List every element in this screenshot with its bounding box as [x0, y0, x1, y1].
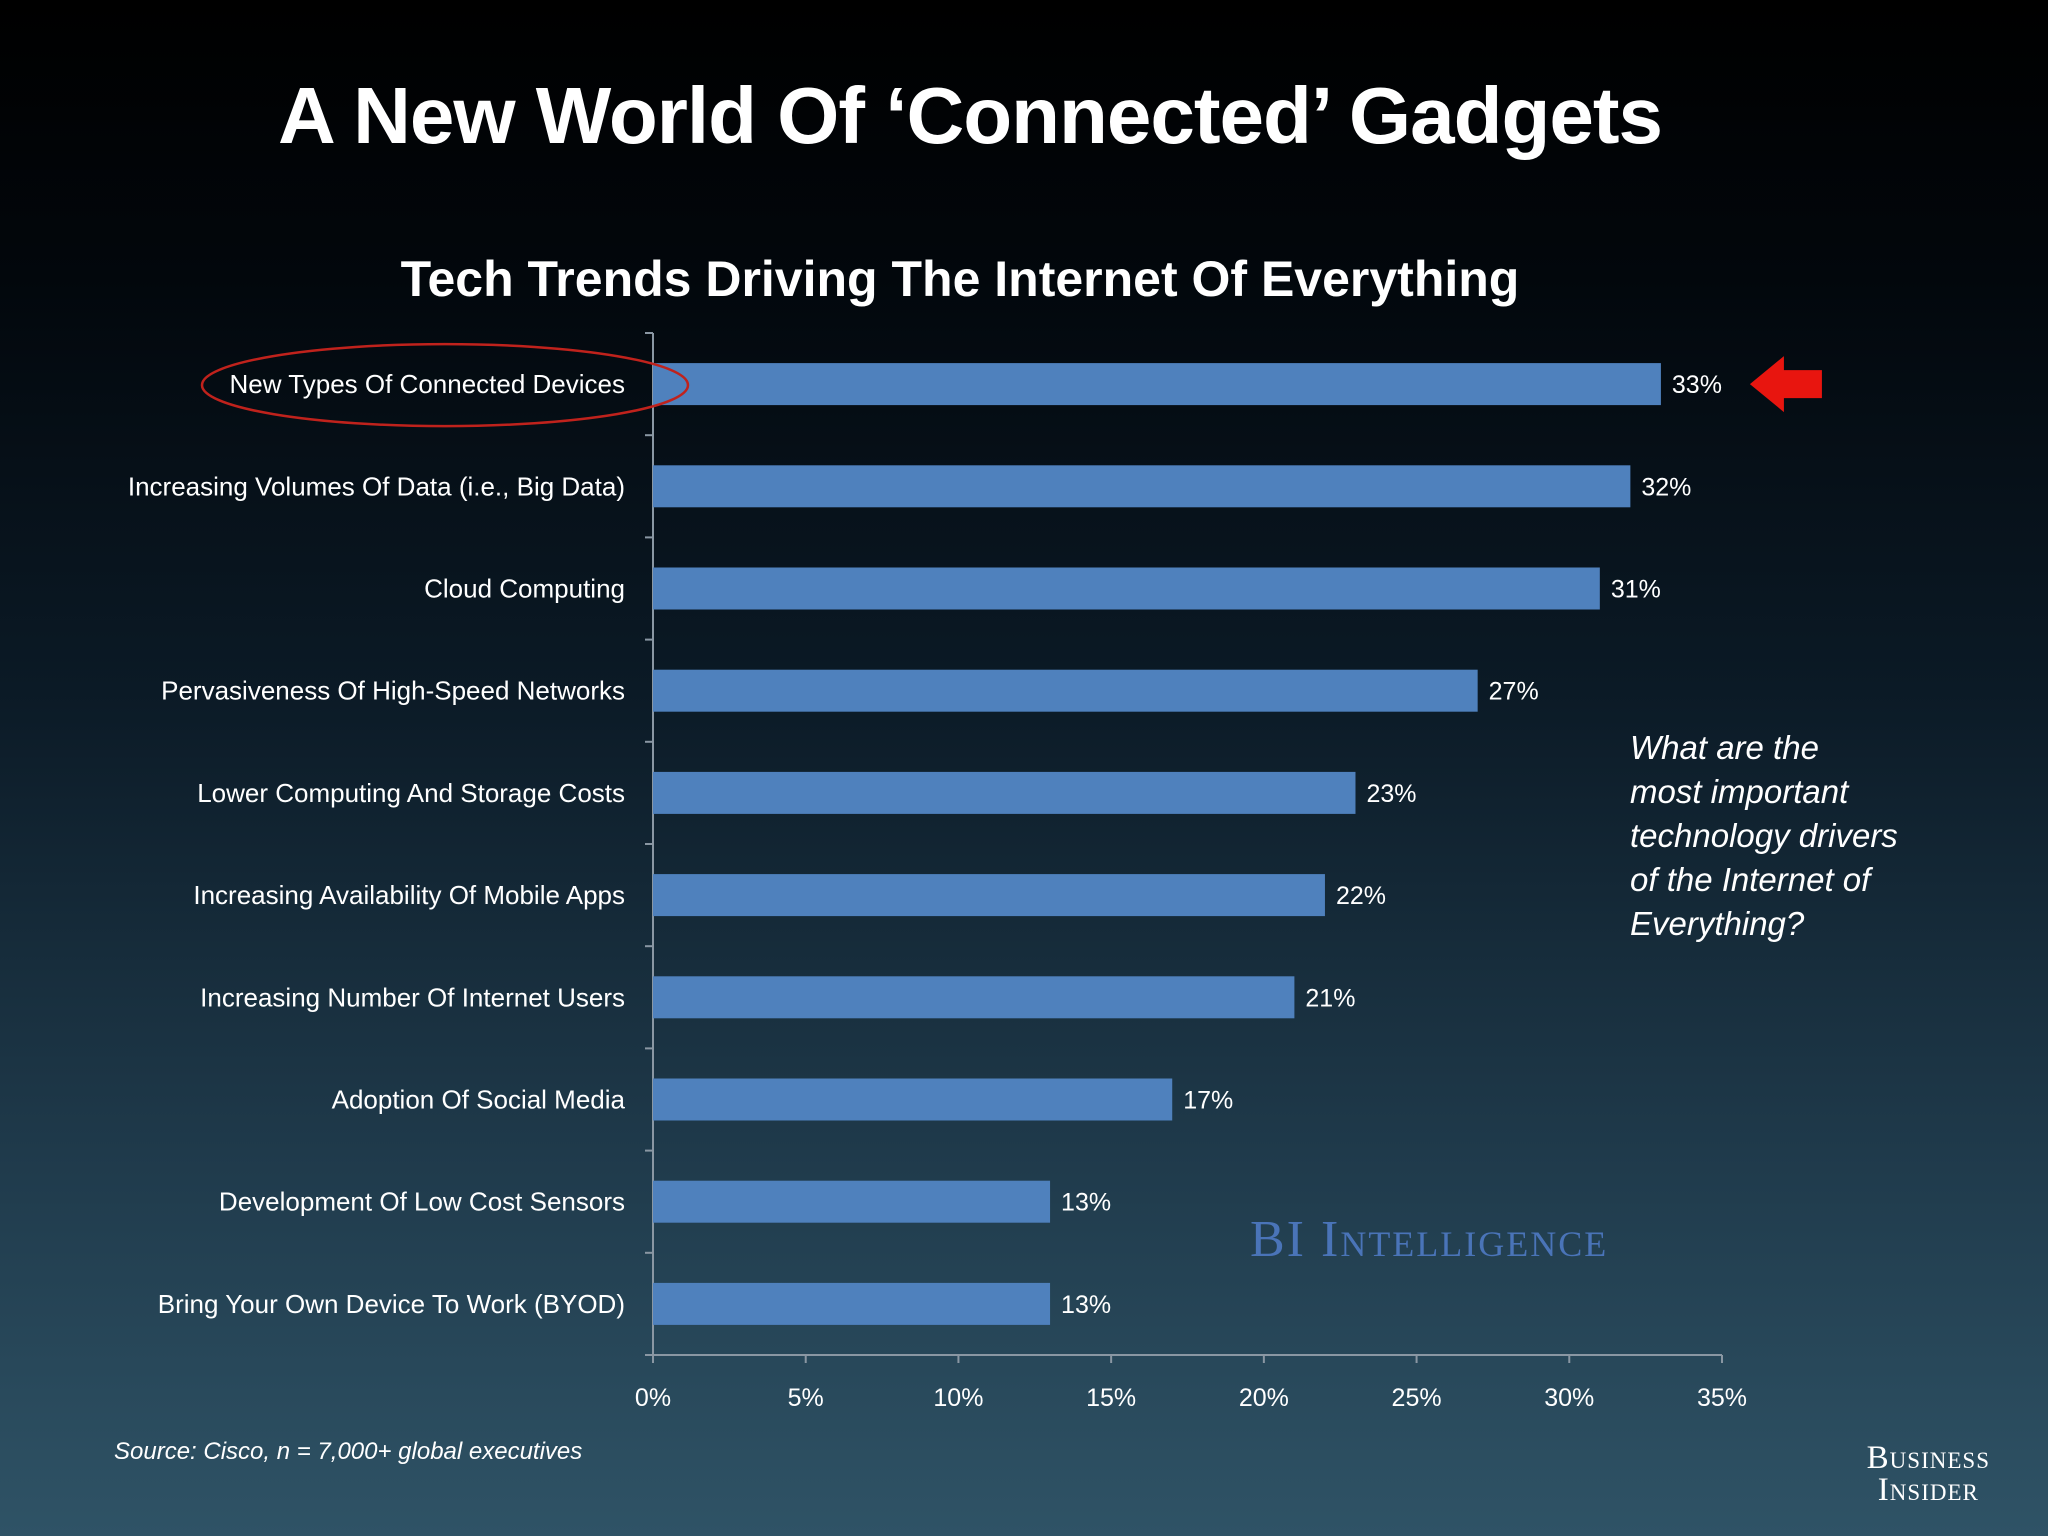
category-label: Bring Your Own Device To Work (BYOD)	[158, 1289, 625, 1319]
category-label: Pervasiveness Of High-Speed Networks	[161, 676, 625, 706]
value-label: 21%	[1305, 984, 1355, 1012]
category-label: Development Of Low Cost Sensors	[219, 1187, 625, 1217]
bar	[653, 874, 1325, 917]
x-tick-label: 0%	[635, 1384, 671, 1412]
category-label: New Types Of Connected Devices	[230, 369, 625, 399]
value-label: 22%	[1336, 882, 1386, 910]
x-tick-label: 35%	[1697, 1384, 1747, 1412]
x-tick-label: 30%	[1544, 1384, 1594, 1412]
category-label: Adoption Of Social Media	[332, 1085, 626, 1115]
value-label: 31%	[1611, 576, 1661, 604]
question-line: of the Internet of	[1630, 861, 1871, 898]
category-label: Increasing Number Of Internet Users	[200, 982, 625, 1012]
question-line: What are the	[1630, 729, 1819, 766]
slide-title: A New World Of ‘Connected’ Gadgets	[278, 71, 1663, 160]
category-label: Increasing Volumes Of Data (i.e., Big Da…	[128, 471, 625, 501]
category-label: Lower Computing And Storage Costs	[197, 778, 625, 808]
brand-line: Business	[1866, 1440, 1990, 1476]
bar	[653, 363, 1661, 406]
question-line: most important	[1630, 773, 1849, 810]
bar	[653, 771, 1356, 814]
category-label: Cloud Computing	[424, 574, 625, 604]
value-label: 13%	[1061, 1291, 1111, 1319]
business-insider-logo: Business Insider	[1866, 1440, 1990, 1508]
highlight-ellipse	[200, 342, 690, 428]
bar	[653, 1078, 1173, 1121]
bar	[653, 976, 1295, 1019]
value-label: 13%	[1061, 1189, 1111, 1217]
value-label: 32%	[1641, 473, 1691, 501]
chart-title: Tech Trends Driving The Internet Of Ever…	[400, 251, 1520, 307]
question-line: technology drivers	[1630, 817, 1898, 854]
bar	[653, 1180, 1051, 1223]
bar	[653, 1282, 1051, 1325]
value-label: 27%	[1489, 678, 1539, 706]
value-label: 17%	[1183, 1087, 1233, 1115]
survey-question: What are the most important technology d…	[1630, 726, 1960, 946]
question-line: Everything?	[1630, 905, 1805, 942]
bar	[653, 669, 1478, 712]
x-tick-label: 10%	[933, 1384, 983, 1412]
x-tick-label: 25%	[1392, 1384, 1442, 1412]
bar	[653, 465, 1631, 508]
category-label: Increasing Availability Of Mobile Apps	[193, 880, 625, 910]
x-tick-label: 5%	[788, 1384, 824, 1412]
brand-line: Insider	[1877, 1472, 1979, 1508]
x-tick-label: 20%	[1239, 1384, 1289, 1412]
x-tick-label: 15%	[1086, 1384, 1136, 1412]
highlight-arrow-icon	[1749, 356, 1822, 413]
bar	[653, 567, 1600, 610]
bi-intelligence-logo: BI Intelligence	[1250, 1211, 1609, 1268]
value-label: 33%	[1672, 371, 1722, 399]
value-label: 23%	[1366, 780, 1416, 808]
source-note: Source: Cisco, n = 7,000+ global executi…	[114, 1438, 583, 1465]
